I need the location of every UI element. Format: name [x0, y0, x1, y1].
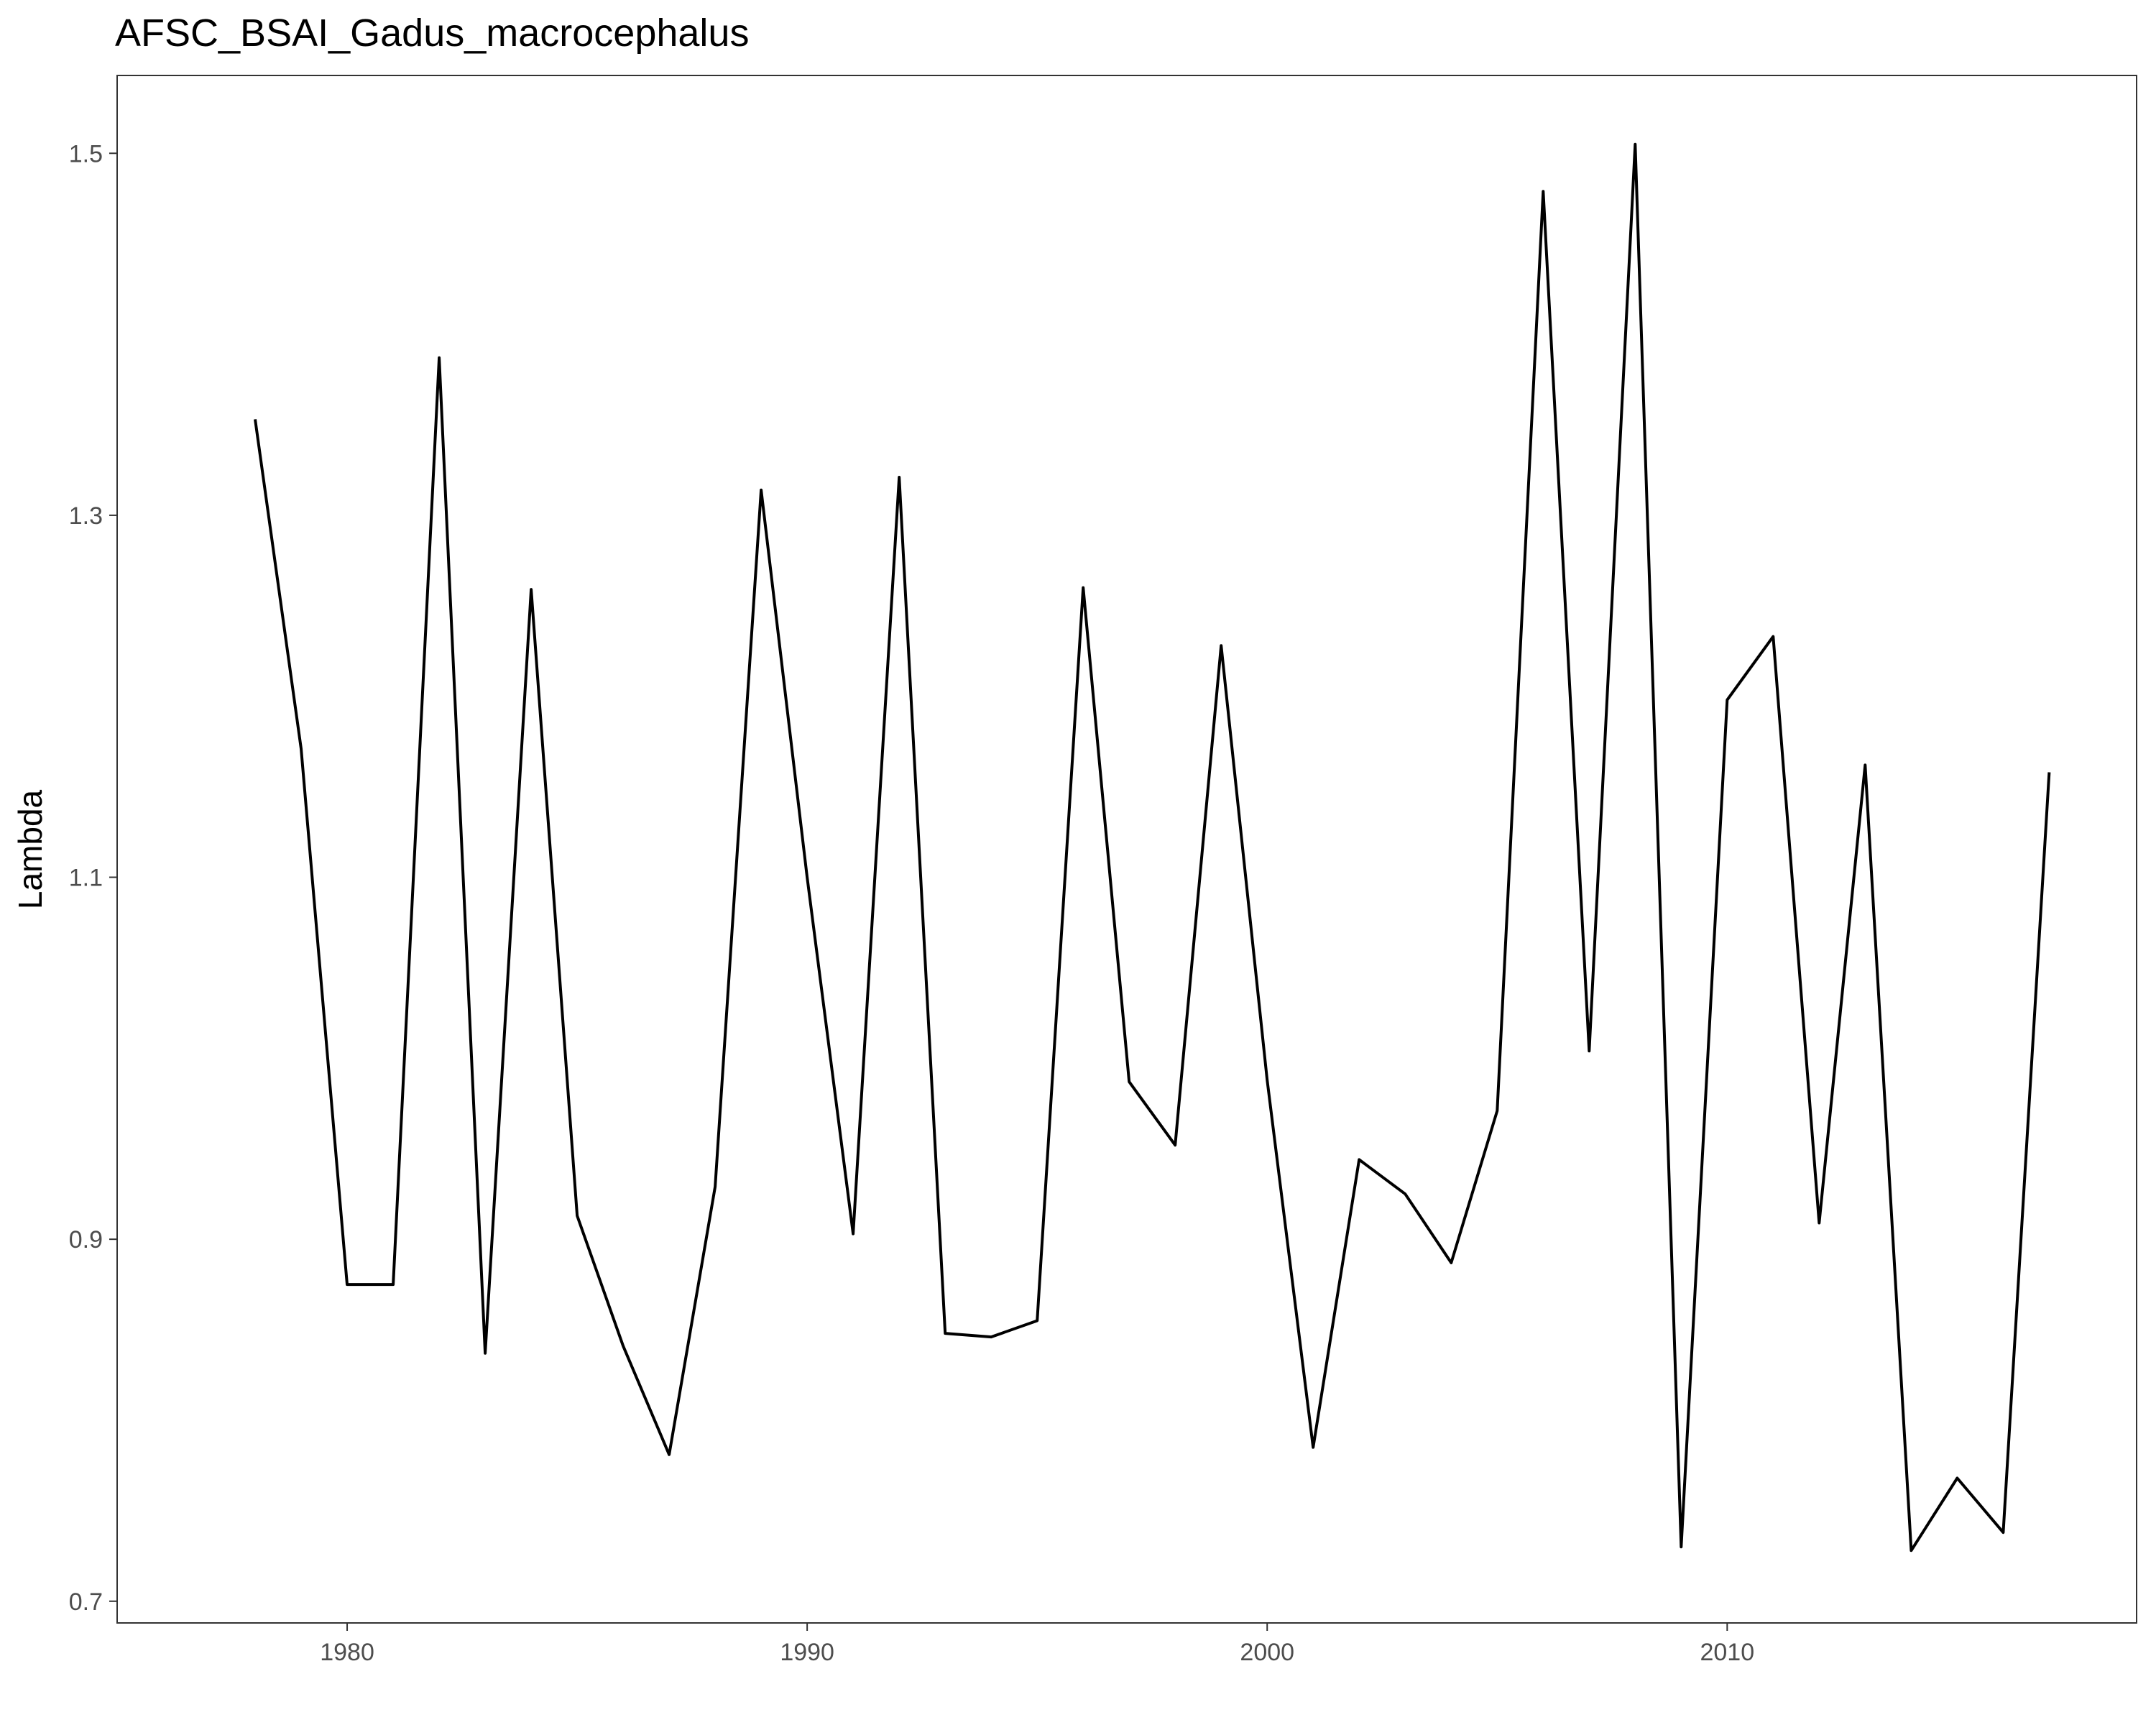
series-line [254, 142, 2051, 1552]
y-tick-label: 1.5 [69, 140, 103, 167]
y-tick-label: 1.1 [69, 865, 103, 892]
chart-title: AFSC_BSAI_Gadus_macrocephalus [115, 12, 749, 55]
y-tick-label: 0.7 [69, 1588, 103, 1616]
plot-panel [116, 75, 2137, 1624]
y-tick-label: 0.9 [69, 1226, 103, 1254]
x-tick-label: 1980 [320, 1639, 374, 1666]
y-axis: 0.7 0.9 1.1 1.3 1.5 [69, 140, 117, 1616]
y-tick-label: 1.3 [69, 502, 103, 530]
x-axis: 1980 1990 2000 2010 [320, 1623, 1754, 1666]
y-axis-label: Lambda [11, 789, 49, 909]
x-tick-label: 2000 [1240, 1639, 1294, 1666]
x-tick-label: 1990 [780, 1639, 834, 1666]
x-tick-label: 2010 [1700, 1639, 1754, 1666]
data-points [254, 144, 2050, 1551]
